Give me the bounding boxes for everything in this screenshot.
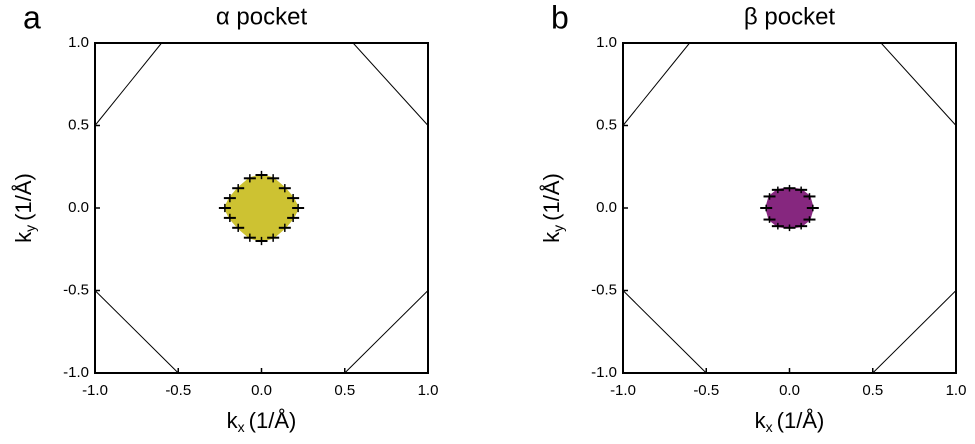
x-axis-label: kx (1/Å) <box>755 408 825 435</box>
y-tick-label: -1.0 <box>63 364 89 381</box>
error-bar <box>255 236 268 246</box>
x-tick-label: 0.0 <box>779 382 800 399</box>
y-tick-label: -0.5 <box>63 281 89 298</box>
error-bar <box>806 204 819 212</box>
error-bar <box>783 184 796 192</box>
error-bar <box>278 184 291 193</box>
y-axis-label-unit: (1/Å) <box>539 173 564 221</box>
y-tick-label: 1.0 <box>596 34 617 51</box>
x-axis-label-unit: (1/Å) <box>777 408 825 433</box>
error-bar <box>267 233 280 242</box>
error-bar <box>771 222 784 230</box>
y-axis-label: ky (1/Å) <box>11 173 38 243</box>
error-bar <box>760 204 773 212</box>
x-tick-label: -1.0 <box>82 382 108 399</box>
error-bar <box>243 233 256 242</box>
error-bar <box>795 186 808 194</box>
x-tick-label: -1.0 <box>610 382 636 399</box>
y-axis-label-sub: y <box>22 225 38 232</box>
zone-boundary <box>352 42 429 126</box>
y-tick-label: 1.0 <box>68 34 89 51</box>
x-axis-label-sub: x <box>238 419 245 435</box>
panel-label: a <box>23 0 41 35</box>
error-bar <box>771 186 784 194</box>
pocket-surface <box>765 187 814 229</box>
x-tick-label: -0.5 <box>693 382 719 399</box>
pocket-surface <box>223 173 300 243</box>
error-bar <box>223 193 236 203</box>
zone-boundary <box>622 290 707 374</box>
y-axis-label-sub: y <box>550 225 566 232</box>
zone-boundary <box>94 290 179 374</box>
error-bar <box>255 170 268 180</box>
x-axis-label: kx (1/Å) <box>227 408 297 435</box>
x-tick-label: -0.5 <box>165 382 191 399</box>
error-bar <box>267 174 280 183</box>
error-bar <box>292 203 305 213</box>
chart-title: α pocket <box>216 3 308 30</box>
x-axis-label-main: k <box>227 408 239 433</box>
zone-boundary <box>94 42 162 126</box>
error-bar <box>232 223 245 232</box>
y-tick-label: 0.5 <box>596 116 617 133</box>
y-tick-label: 0.0 <box>596 199 617 216</box>
zone-boundary <box>622 42 690 126</box>
x-tick-label: 1.0 <box>418 382 439 399</box>
y-tick-label: 0.5 <box>68 116 89 133</box>
x-tick-label: 0.5 <box>862 382 883 399</box>
x-axis-label-sub: x <box>766 419 773 435</box>
error-bar <box>243 174 256 183</box>
zone-boundary <box>344 290 429 374</box>
error-bar <box>278 223 291 232</box>
y-axis-label: ky (1/Å) <box>539 173 566 243</box>
error-bar <box>795 222 808 230</box>
error-bar <box>783 224 796 232</box>
y-axis-label-main: k <box>539 231 564 243</box>
error-bar <box>803 216 816 223</box>
panel-label: b <box>551 0 569 35</box>
zone-boundary <box>872 290 957 374</box>
x-axis-label-main: k <box>755 408 767 433</box>
y-axis-label-unit: (1/Å) <box>11 173 36 221</box>
y-tick-label: 0.0 <box>68 199 89 216</box>
error-bar <box>223 213 236 223</box>
x-tick-label: 0.5 <box>334 382 355 399</box>
x-tick-label: 0.0 <box>251 382 272 399</box>
y-axis-label-main: k <box>11 231 36 243</box>
chart-title: β pocket <box>744 3 836 30</box>
y-tick-label: -0.5 <box>591 281 617 298</box>
error-bar <box>803 193 816 200</box>
x-axis-label-unit: (1/Å) <box>249 408 297 433</box>
error-bar <box>287 213 300 223</box>
error-bar <box>763 193 776 200</box>
error-bar <box>287 193 300 203</box>
error-bar <box>218 203 231 213</box>
y-tick-label: -1.0 <box>591 364 617 381</box>
x-tick-label: 1.0 <box>946 382 967 399</box>
error-bar <box>232 184 245 193</box>
error-bar <box>763 216 776 223</box>
zone-boundary <box>880 42 957 126</box>
